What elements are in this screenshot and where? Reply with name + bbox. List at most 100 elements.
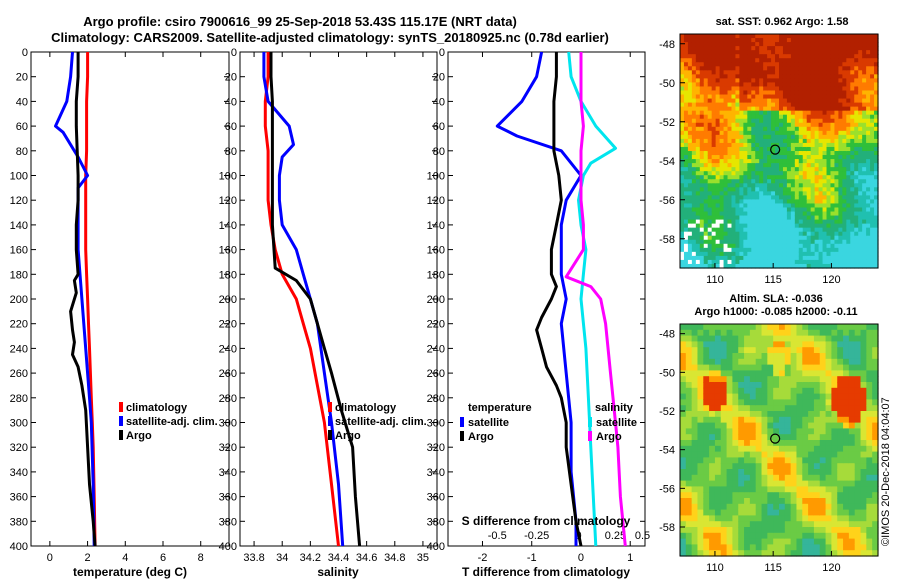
sla-map-cell [709, 347, 716, 354]
sst-map-cell [786, 46, 792, 51]
sst-map-cell [739, 98, 744, 104]
sst-map-cell [834, 78, 839, 84]
sla-map-cell [779, 440, 786, 447]
sla-map-cell [726, 492, 734, 499]
sst-map-cell [802, 223, 808, 229]
sla-map-cell [697, 451, 704, 458]
sst-map-cell [731, 263, 737, 269]
sst-map-cell [862, 82, 867, 88]
sst-map-cell [870, 126, 875, 132]
sst-map-cell [763, 235, 768, 241]
salinity-xlabel: salinity [317, 565, 359, 579]
sst-map-cell [779, 138, 784, 144]
sla-map-cell [738, 503, 745, 511]
sst-map-cell [798, 151, 804, 156]
sla-map-cell [744, 376, 751, 383]
sst-map-cell [842, 90, 847, 96]
sst-map-cell [751, 203, 756, 209]
sst-map-cell [763, 46, 768, 51]
sla-map-cell [726, 440, 734, 447]
sst-map-cell [691, 134, 697, 140]
sst-map-cell [755, 90, 760, 96]
sst-map-cell [842, 195, 847, 201]
sst-map-cell [814, 94, 820, 100]
sst-map-cell [838, 183, 843, 188]
sst-map-cell [699, 42, 705, 47]
sst-map-cell [806, 54, 812, 59]
sst-map-cell [715, 86, 721, 92]
sst-map-cell [814, 86, 820, 92]
sla-map-cell [854, 532, 862, 540]
sla-map-cell [837, 550, 844, 557]
sst-map-cell [680, 179, 685, 184]
sla-map-cell [872, 538, 879, 545]
sst-map-cell [790, 138, 796, 144]
sla-map-cell [709, 434, 716, 441]
sla-map-cell [732, 382, 739, 389]
sst-map-cell [707, 187, 713, 192]
sla-map-cell [819, 503, 827, 511]
sst-map-cell [782, 94, 788, 100]
sst-map-cell [818, 207, 824, 213]
sla-map-cell [796, 550, 803, 557]
sla-map-cell [837, 393, 844, 400]
sla-map-cell [714, 347, 722, 354]
sla-map-cell [703, 329, 710, 337]
sst-map-cell [858, 122, 863, 128]
sst-map-cell [818, 110, 824, 116]
salinity-ytick-label: 220 [219, 319, 237, 331]
sla-map-cell [837, 486, 844, 493]
sst-map-cell [695, 255, 701, 261]
sla-map-cell [767, 405, 774, 412]
sla-map-cell [685, 469, 693, 476]
temperature-panel: 0204060801001201401601802002202402602803… [10, 47, 230, 564]
sst-map-cell [782, 70, 788, 75]
sst-map-cell [786, 54, 792, 59]
sst-map-cell [743, 54, 748, 59]
sla-map-cell [755, 527, 763, 534]
sst-map-cell [874, 223, 879, 229]
sla-map-cell [767, 335, 774, 342]
sst-map-cell [838, 130, 843, 136]
sla-map-cell [848, 353, 856, 360]
sst-map-cell [695, 62, 701, 67]
sst-map-cell [858, 98, 863, 104]
sla-map-cell [744, 393, 751, 400]
sst-map-cell [680, 74, 685, 79]
sst-map-cell [763, 54, 768, 59]
sst-map-cell [854, 82, 859, 88]
sla-map-cell [872, 411, 879, 418]
sla-map-cell [843, 387, 850, 395]
sst-map-cell [802, 167, 808, 172]
sla-map-cell [848, 457, 856, 464]
sst-map-cell [798, 42, 804, 47]
sla-map-xtick-label: 115 [764, 562, 782, 574]
sst-map-cell [818, 98, 824, 104]
difference-xtick-label: -2 [478, 552, 488, 564]
difference-ytick-label: 200 [427, 294, 445, 306]
temperature-ytick-label: 140 [10, 220, 28, 232]
sst-map-cell [802, 171, 808, 176]
sst-map-cell [858, 263, 863, 269]
sst-map-cell [782, 134, 788, 140]
sst-map-cell [751, 134, 756, 140]
sst-map-cell [743, 199, 748, 205]
sst-map-cell [874, 167, 879, 172]
sst-map-cell [782, 82, 788, 88]
temperature-legend-label: climatology [126, 402, 188, 414]
sst-map-cell [695, 175, 701, 180]
sst-map-cell [695, 66, 701, 71]
sst-map-cell [830, 58, 836, 63]
sla-map-cell [819, 347, 827, 354]
sst-map-cell [755, 223, 760, 229]
sst-map-cell [779, 175, 784, 180]
sla-map-ytick-label: -56 [659, 483, 675, 495]
sst-map-cell [739, 235, 744, 241]
sla-map-cell [714, 486, 722, 493]
sla-map-cell [779, 486, 786, 493]
sla-map-cell [802, 428, 809, 435]
sst-map-cell [683, 66, 689, 71]
sst-map-cell [794, 259, 800, 265]
sst-map-cell [786, 90, 792, 96]
sla-map-cell [872, 382, 879, 389]
